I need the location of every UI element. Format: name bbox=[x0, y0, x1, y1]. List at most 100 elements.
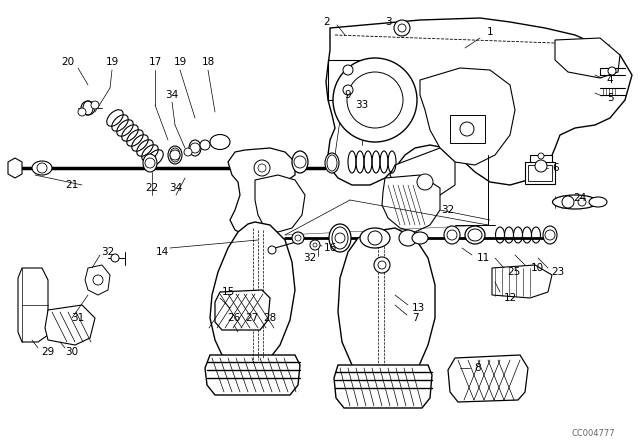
Circle shape bbox=[295, 235, 301, 241]
Text: 19: 19 bbox=[173, 57, 187, 67]
Ellipse shape bbox=[444, 226, 460, 244]
Circle shape bbox=[37, 163, 47, 173]
Text: 3: 3 bbox=[385, 17, 391, 27]
Bar bbox=[530, 155, 552, 177]
Text: 27: 27 bbox=[245, 313, 259, 323]
Text: 28: 28 bbox=[264, 313, 276, 323]
Circle shape bbox=[254, 160, 270, 176]
Bar bbox=[525, 162, 555, 184]
Ellipse shape bbox=[399, 230, 417, 246]
Circle shape bbox=[313, 243, 317, 247]
Text: 24: 24 bbox=[573, 193, 587, 203]
Polygon shape bbox=[255, 175, 305, 232]
Text: 16: 16 bbox=[323, 243, 337, 253]
Ellipse shape bbox=[360, 228, 390, 248]
Circle shape bbox=[347, 72, 403, 128]
Text: 32: 32 bbox=[101, 247, 115, 257]
Circle shape bbox=[535, 160, 547, 172]
Circle shape bbox=[545, 230, 555, 240]
Text: 9: 9 bbox=[345, 90, 351, 100]
Text: 1: 1 bbox=[486, 27, 493, 37]
Circle shape bbox=[91, 101, 99, 109]
Circle shape bbox=[368, 231, 382, 245]
Circle shape bbox=[78, 108, 86, 116]
Ellipse shape bbox=[189, 140, 201, 156]
Circle shape bbox=[93, 275, 103, 285]
Circle shape bbox=[562, 196, 574, 208]
Circle shape bbox=[190, 143, 200, 153]
Text: CC004777: CC004777 bbox=[572, 429, 615, 438]
Ellipse shape bbox=[468, 229, 482, 241]
Text: 13: 13 bbox=[412, 303, 424, 313]
Ellipse shape bbox=[412, 232, 428, 244]
Circle shape bbox=[145, 158, 155, 168]
Polygon shape bbox=[205, 355, 300, 395]
Circle shape bbox=[608, 67, 616, 75]
Circle shape bbox=[81, 101, 95, 115]
Text: 19: 19 bbox=[106, 57, 118, 67]
Text: 21: 21 bbox=[65, 180, 79, 190]
Circle shape bbox=[170, 150, 180, 160]
Polygon shape bbox=[420, 68, 515, 165]
Ellipse shape bbox=[325, 153, 339, 173]
Ellipse shape bbox=[552, 195, 598, 209]
Polygon shape bbox=[448, 355, 528, 402]
Text: 29: 29 bbox=[42, 347, 54, 357]
Circle shape bbox=[200, 140, 210, 150]
Ellipse shape bbox=[292, 151, 308, 173]
Polygon shape bbox=[382, 175, 440, 232]
Ellipse shape bbox=[210, 134, 230, 150]
Polygon shape bbox=[8, 158, 22, 178]
Circle shape bbox=[292, 232, 304, 244]
Ellipse shape bbox=[170, 148, 180, 162]
Text: 7: 7 bbox=[412, 313, 419, 323]
Text: 2: 2 bbox=[324, 17, 330, 27]
Circle shape bbox=[268, 246, 276, 254]
Text: 10: 10 bbox=[531, 263, 543, 273]
Text: 11: 11 bbox=[476, 253, 490, 263]
Polygon shape bbox=[228, 148, 295, 235]
Text: 17: 17 bbox=[148, 57, 162, 67]
Text: 30: 30 bbox=[65, 347, 79, 357]
Bar bbox=[528, 165, 552, 181]
Circle shape bbox=[335, 233, 345, 243]
Polygon shape bbox=[45, 305, 95, 345]
Ellipse shape bbox=[32, 161, 52, 175]
Circle shape bbox=[447, 230, 457, 240]
Circle shape bbox=[343, 65, 353, 75]
Ellipse shape bbox=[332, 227, 348, 249]
Text: 32: 32 bbox=[303, 253, 317, 263]
Circle shape bbox=[378, 261, 386, 269]
Polygon shape bbox=[18, 268, 48, 342]
Circle shape bbox=[294, 156, 306, 168]
Polygon shape bbox=[326, 18, 632, 185]
Circle shape bbox=[538, 153, 544, 159]
Circle shape bbox=[417, 174, 433, 190]
Text: 31: 31 bbox=[72, 313, 84, 323]
Text: 32: 32 bbox=[442, 205, 454, 215]
Circle shape bbox=[333, 58, 417, 142]
Circle shape bbox=[394, 20, 410, 36]
Text: 33: 33 bbox=[355, 100, 369, 110]
Text: 6: 6 bbox=[553, 163, 559, 173]
Circle shape bbox=[374, 257, 390, 273]
Circle shape bbox=[184, 148, 192, 156]
Ellipse shape bbox=[327, 155, 337, 171]
Text: 18: 18 bbox=[202, 57, 214, 67]
Text: 12: 12 bbox=[504, 293, 516, 303]
Text: 26: 26 bbox=[227, 313, 241, 323]
Text: 14: 14 bbox=[156, 247, 168, 257]
Text: 4: 4 bbox=[607, 75, 613, 85]
Ellipse shape bbox=[168, 146, 182, 164]
Text: 5: 5 bbox=[607, 93, 613, 103]
Polygon shape bbox=[85, 265, 110, 295]
Ellipse shape bbox=[329, 224, 351, 252]
Polygon shape bbox=[210, 222, 295, 368]
Polygon shape bbox=[338, 228, 435, 385]
Circle shape bbox=[310, 240, 320, 250]
Polygon shape bbox=[215, 290, 270, 330]
Ellipse shape bbox=[143, 154, 157, 172]
Text: 25: 25 bbox=[508, 267, 520, 277]
Polygon shape bbox=[334, 365, 432, 408]
Polygon shape bbox=[390, 148, 455, 200]
